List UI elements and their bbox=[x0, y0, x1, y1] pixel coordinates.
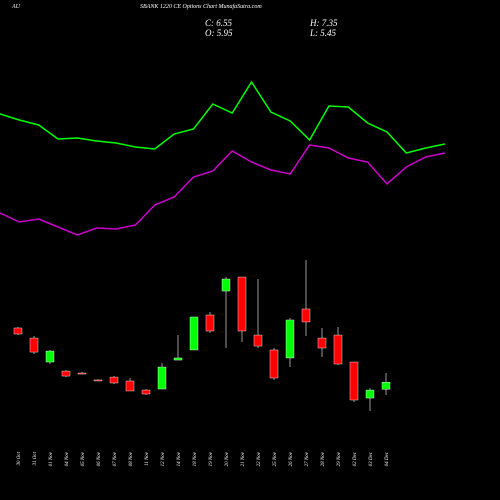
candle-body bbox=[237, 276, 247, 332]
x-tick-label: 08 Nov bbox=[129, 451, 134, 466]
candle-body bbox=[61, 370, 71, 377]
candle-body bbox=[13, 327, 23, 335]
candle-body bbox=[333, 334, 343, 365]
x-tick-label: 31 Oct bbox=[33, 451, 38, 465]
candle-body bbox=[365, 389, 375, 399]
candle-body bbox=[253, 334, 263, 347]
x-tick-label: 26 Nov bbox=[289, 451, 294, 466]
x-tick-label: 29 Nov bbox=[337, 451, 342, 466]
x-tick-label: 05 Nov bbox=[81, 451, 86, 466]
candle-body bbox=[77, 372, 87, 375]
x-tick-label: 30 Oct bbox=[17, 451, 22, 465]
x-tick-label: 06 Nov bbox=[97, 451, 102, 466]
x-tick-label: 03 Dec bbox=[369, 451, 374, 466]
x-tick-label: 22 Nov bbox=[257, 451, 262, 466]
x-tick-label: 11 Nov bbox=[145, 451, 150, 466]
symbol: AU bbox=[11, 4, 21, 10]
candle-body bbox=[269, 349, 279, 379]
candle-body bbox=[125, 380, 135, 392]
indicator-line bbox=[0, 80, 446, 154]
x-tick-label: 25 Nov bbox=[273, 451, 278, 466]
x-tick-label: 07 Nov bbox=[113, 451, 118, 466]
chart-title: SBANK 1220 CE Options Chart MunafaSutra.… bbox=[140, 3, 262, 10]
indicator-line bbox=[0, 144, 446, 236]
candle-body bbox=[317, 337, 327, 349]
close-label: C: 6.55 bbox=[205, 18, 233, 28]
open-label: O: 5.95 bbox=[205, 28, 233, 38]
x-tick-label: 12 Nov bbox=[161, 451, 166, 466]
x-tick-label: 04 Dec bbox=[385, 451, 390, 466]
x-tick-label: 04 Nov bbox=[65, 451, 70, 466]
candle-body bbox=[173, 357, 183, 361]
x-tick-label: 20 Nov bbox=[225, 451, 230, 466]
x-tick-label: 27 Nov bbox=[305, 451, 310, 466]
high-label: H: 7.35 bbox=[309, 18, 338, 28]
candle-body bbox=[301, 308, 311, 323]
x-tick-label: 28 Nov bbox=[321, 451, 326, 466]
candle-body bbox=[93, 379, 103, 382]
candle-body bbox=[189, 316, 199, 351]
x-tick-label: 18 Nov bbox=[193, 451, 198, 466]
candle-body bbox=[45, 350, 55, 363]
candle-body bbox=[109, 376, 119, 384]
candle-body bbox=[141, 389, 151, 395]
candle-body bbox=[29, 337, 39, 353]
low-label: L: 5.45 bbox=[309, 28, 337, 38]
x-tick-label: 02 Dec bbox=[353, 451, 358, 466]
candle-body bbox=[349, 361, 359, 401]
x-tick-label: 01 Nov bbox=[49, 451, 54, 466]
candle-body bbox=[205, 314, 215, 332]
x-tick-label: 14 Nov bbox=[177, 451, 182, 466]
candle-body bbox=[221, 278, 231, 292]
candle-body bbox=[157, 366, 167, 390]
x-tick-label: 19 Nov bbox=[209, 451, 214, 466]
x-tick-label: 21 Nov bbox=[241, 451, 246, 466]
candle-body bbox=[285, 319, 295, 359]
candle-body bbox=[381, 382, 391, 390]
